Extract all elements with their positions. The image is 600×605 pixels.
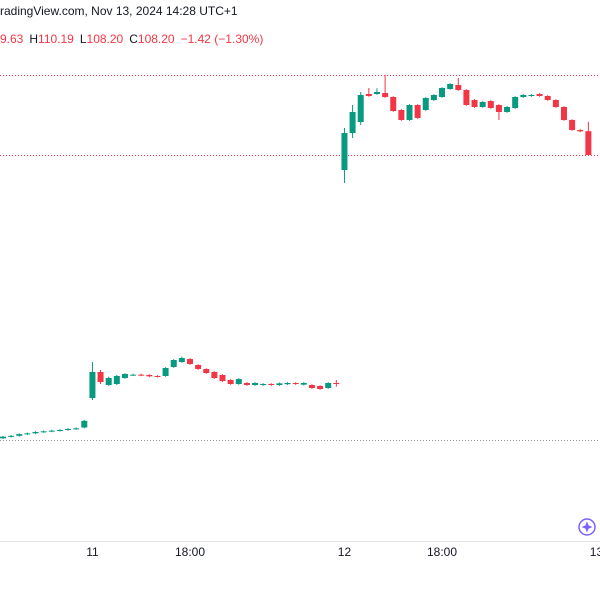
- candle-body: [105, 378, 112, 385]
- candle-body: [552, 100, 559, 107]
- candle-body: [569, 120, 576, 130]
- ohlc-value: 110.19: [38, 32, 74, 46]
- candle-body: [390, 97, 397, 111]
- candle-body: [138, 374, 145, 376]
- candle-body: [520, 95, 527, 97]
- x-tick-label: 11: [86, 545, 99, 559]
- candle-body: [89, 372, 96, 398]
- candle-body: [121, 374, 128, 378]
- candle-body: [235, 379, 242, 384]
- candle-body: [113, 376, 120, 384]
- candle-body: [284, 383, 291, 385]
- candle-body: [479, 102, 486, 107]
- candle-body: [422, 98, 429, 110]
- candle-body: [260, 384, 267, 385]
- candle-body: [560, 107, 567, 120]
- candle-body: [398, 110, 405, 120]
- candle-body: [154, 376, 161, 377]
- candle-body: [308, 385, 315, 388]
- candle-body: [357, 95, 364, 122]
- candle-body: [40, 431, 47, 433]
- ohlc-header: 9.63 H110.19 L108.20 C108.20 −1.42 (−1.30%): [0, 32, 263, 46]
- ohlc-key: L: [80, 32, 87, 46]
- candle-body: [495, 105, 502, 112]
- candle-body: [471, 100, 478, 107]
- x-tick-label: 12: [338, 545, 352, 559]
- candle-body: [24, 433, 31, 435]
- ohlc-key: H: [29, 32, 38, 46]
- candle-body: [73, 428, 80, 430]
- candle-body: [276, 383, 283, 385]
- candle-body: [170, 360, 177, 367]
- x-tick-label: 13: [590, 545, 600, 559]
- candle-body: [219, 375, 226, 381]
- candle-body: [243, 383, 250, 385]
- ohlc-value: −1.42 (−1.30%): [181, 32, 264, 46]
- candle-body: [178, 358, 185, 362]
- candle-body: [382, 93, 389, 97]
- candle-body: [455, 85, 462, 90]
- candle-body: [268, 384, 275, 385]
- candle-body: [252, 383, 259, 385]
- indicator-icon[interactable]: [578, 518, 596, 536]
- candle-body: [463, 90, 470, 105]
- icon-star: [581, 521, 593, 533]
- ohlc-value: 108.20: [138, 32, 175, 46]
- candle-body: [585, 131, 592, 155]
- candle-body: [195, 365, 202, 369]
- candle-body: [97, 372, 104, 382]
- candle-body: [504, 107, 511, 112]
- candle-body: [162, 368, 169, 376]
- candle-body: [0, 436, 6, 439]
- candle-body: [430, 95, 437, 100]
- ohlc-key: C: [129, 32, 138, 46]
- candle-body: [512, 97, 519, 108]
- candle-body: [186, 359, 193, 364]
- candle-body: [406, 105, 413, 120]
- candle-body: [130, 374, 137, 376]
- candle-body: [373, 92, 380, 94]
- candle-body: [325, 383, 332, 388]
- x-tick-label: 18:00: [427, 545, 457, 559]
- candle-body: [48, 430, 55, 432]
- candle-body: [292, 383, 299, 384]
- candle-body: [56, 430, 63, 431]
- candle-body: [341, 133, 348, 170]
- candle-body: [439, 88, 446, 97]
- ohlc-value: 9.63: [0, 32, 24, 46]
- candle-body: [536, 94, 543, 96]
- chart-title: radingView.com, Nov 13, 2024 14:28 UTC+1: [0, 4, 238, 18]
- icon-ring: [578, 518, 596, 536]
- candle-body: [65, 429, 72, 430]
- candle-body: [317, 386, 324, 389]
- candle-body: [32, 432, 39, 434]
- candle-body: [577, 130, 584, 132]
- candle-body: [544, 96, 551, 100]
- candle-body: [227, 380, 234, 384]
- candle-body: [528, 95, 535, 96]
- candle-body: [16, 434, 23, 436]
- candle-body: [414, 105, 421, 118]
- candle-body: [8, 435, 15, 437]
- candle-body: [365, 94, 372, 96]
- candle-body: [203, 369, 210, 373]
- candle-body: [487, 101, 494, 108]
- candle-body: [349, 112, 356, 133]
- candle-body: [81, 420, 88, 428]
- candle-body: [333, 383, 340, 384]
- candle-body: [211, 372, 218, 378]
- candle-body: [146, 375, 153, 377]
- candle-body: [300, 383, 307, 385]
- x-tick-label: 18:00: [175, 545, 205, 559]
- ohlc-value: 108.20: [87, 32, 124, 46]
- candle-body: [447, 84, 454, 89]
